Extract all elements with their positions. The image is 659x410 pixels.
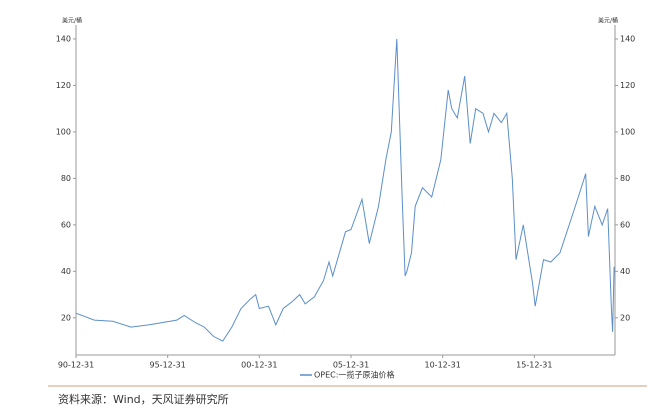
y2-unit: 美元/桶 <box>598 17 618 25</box>
y-tick-label: 120 <box>56 81 71 90</box>
y-tick-label: 60 <box>61 220 71 229</box>
y-tick-label: 80 <box>61 174 71 183</box>
y2-tick-label: 20 <box>620 313 630 322</box>
legend-label: OPEC:一揽子原油价格 <box>314 370 394 380</box>
y-tick-label: 140 <box>56 34 71 43</box>
y-unit: 美元/桶 <box>62 17 82 25</box>
y2-tick-label: 60 <box>620 220 630 229</box>
x-tick-label: 10-12-31 <box>425 361 461 370</box>
y2-tick-label: 120 <box>620 81 635 90</box>
y2-tick-label: 40 <box>620 267 630 276</box>
y2-tick-label: 80 <box>620 174 630 183</box>
y-tick-label: 40 <box>61 267 71 276</box>
x-tick-label: 15-12-31 <box>516 361 552 370</box>
y-tick-label: 100 <box>56 127 71 136</box>
x-tick-label: 00-12-31 <box>241 361 277 370</box>
y-tick-label: 20 <box>61 313 71 322</box>
x-tick-label: 05-12-31 <box>333 361 369 370</box>
y2-tick-label: 140 <box>620 34 635 43</box>
x-tick-label: 90-12-31 <box>58 361 94 370</box>
chart: 美元/桶 美元/桶 20 20 40 40 60 60 80 80 100 100 120 120 14… <box>48 17 647 387</box>
source-note: 资料来源：Wind，天风证券研究所 <box>58 393 229 406</box>
x-tick-label: 95-12-31 <box>150 361 186 370</box>
series-line <box>75 38 615 342</box>
y2-tick-label: 100 <box>620 127 635 136</box>
